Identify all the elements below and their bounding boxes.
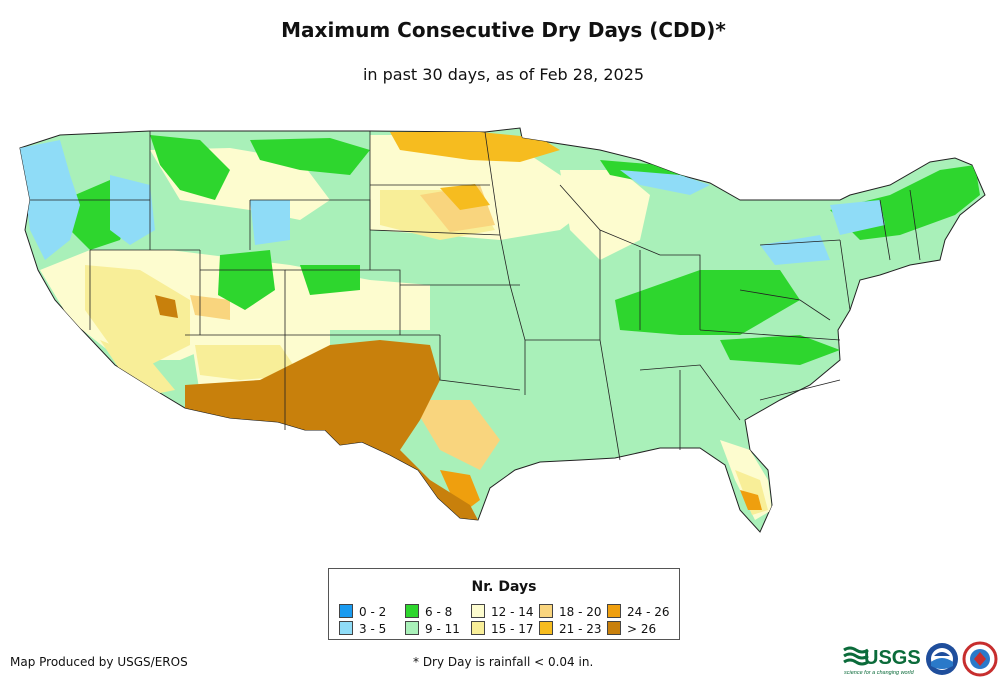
legend-item-21-23: 21 - 23 <box>539 621 602 636</box>
legend-swatch <box>607 604 621 618</box>
agency-logos: USGS science for a changing world <box>843 641 998 677</box>
us-cdd-map <box>19 127 986 533</box>
zone-6-8-carolina <box>720 335 840 365</box>
zone-over-26-nevada <box>155 295 178 318</box>
map-credit: Map Produced by USGS/EROS <box>10 655 188 669</box>
zone-21-23-south-dakota <box>440 184 490 210</box>
zone-15-17-california <box>100 340 175 395</box>
zone-6-8-montana <box>250 138 370 175</box>
legend-item-24-26: 24 - 26 <box>607 604 670 619</box>
legend-swatch <box>471 621 485 635</box>
legend-swatch <box>471 604 485 618</box>
zone-3-5-pennsylvania <box>760 235 830 265</box>
state-borders <box>30 131 921 461</box>
zone-21-23-north-dakota <box>390 132 560 162</box>
zone-15-17-west <box>85 265 190 365</box>
zone-6-8-wyoming <box>218 250 275 310</box>
legend-swatch <box>539 604 553 618</box>
zone-24-26-florida <box>740 490 762 510</box>
legend-item-over-26: > 26 <box>607 621 656 636</box>
legend-title: Nr. Days <box>471 579 537 595</box>
cdd-zones <box>20 132 980 520</box>
legend: Nr. Days 0 - 2 3 - 5 6 - 8 9 - 11 12 - 1… <box>328 568 680 640</box>
zone-6-8-ohio-valley <box>615 270 800 335</box>
legend-swatch <box>405 621 419 635</box>
zone-18-20-texas <box>410 400 500 470</box>
usgs-logo-text: USGS <box>864 647 921 669</box>
zone-3-5-idaho <box>110 175 155 245</box>
noaa-logo <box>926 643 958 675</box>
legend-item-9-11: 9 - 11 <box>405 621 460 636</box>
legend-item-3-5: 3 - 5 <box>339 621 386 636</box>
legend-item-18-20: 18 - 20 <box>539 604 602 619</box>
legend-item-6-8: 6 - 8 <box>405 604 452 619</box>
zone-12-14-greatlakes <box>560 170 650 260</box>
zone-3-5-great-lakes <box>620 170 710 195</box>
dry-day-footnote: * Dry Day is rainfall < 0.04 in. <box>413 655 594 669</box>
zone-15-17-southwest <box>195 345 300 380</box>
map-subtitle: in past 30 days, as of Feb 28, 2025 <box>362 65 645 84</box>
nws-logo <box>962 641 998 677</box>
zone-3-5-new-england <box>830 200 885 235</box>
usgs-logo: USGS science for a changing world <box>843 646 921 676</box>
zone-6-8-idaho <box>150 135 230 200</box>
usgs-logo-tagline: science for a changing world <box>844 670 915 676</box>
zone-24-26-texas <box>440 470 480 515</box>
legend-swatch <box>539 621 553 635</box>
legend-swatch <box>339 604 353 618</box>
zone-6-8-colorado <box>300 265 360 295</box>
legend-item-0-2: 0 - 2 <box>339 604 386 619</box>
legend-item-12-14: 12 - 14 <box>471 604 534 619</box>
legend-swatch <box>607 621 621 635</box>
zone-over-26-southwest <box>185 340 478 520</box>
map-title: Maximum Consecutive Dry Days (CDD)* <box>281 18 726 42</box>
legend-swatch <box>405 604 419 618</box>
zone-3-5-wyoming <box>250 200 290 245</box>
legend-item-15-17: 15 - 17 <box>471 621 534 636</box>
legend-swatch <box>339 621 353 635</box>
